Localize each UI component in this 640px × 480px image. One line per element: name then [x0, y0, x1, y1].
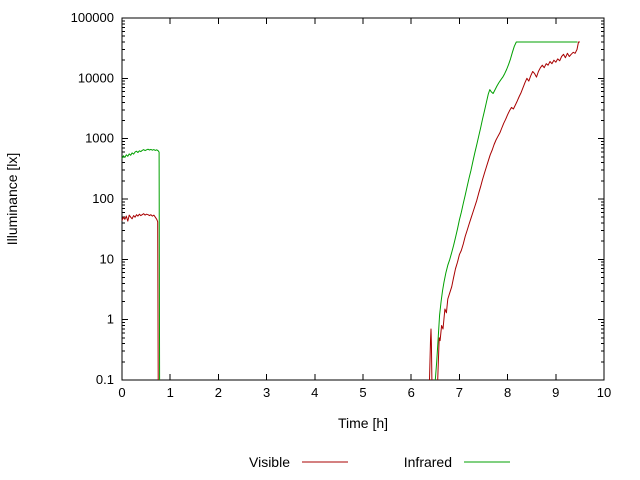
x-axis-title: Time [h] — [338, 415, 388, 431]
x-tick-label: 1 — [167, 385, 174, 400]
x-tick-label: 7 — [456, 385, 463, 400]
y-tick-label: 1000 — [85, 131, 114, 146]
x-tick-label: 9 — [552, 385, 559, 400]
y-axis-title: Illuminance [lx] — [4, 153, 20, 246]
legend: Visible Infrared — [249, 454, 510, 470]
y-tick-label: 100 — [92, 191, 114, 206]
x-tick-label: 3 — [263, 385, 270, 400]
y-tick-label: 0.1 — [96, 372, 114, 387]
series-infrared-line — [434, 41, 578, 381]
x-tick-label: 5 — [359, 385, 366, 400]
series-infrared-line — [121, 148, 161, 381]
series-visible-line — [437, 41, 580, 381]
legend-label-visible: Visible — [249, 454, 290, 470]
y-tick-label: 1 — [107, 312, 114, 327]
legend-label-infrared: Infrared — [404, 454, 452, 470]
x-tick-label: 0 — [118, 385, 125, 400]
y-tick-label: 10000 — [78, 70, 114, 85]
x-tick-label: 10 — [597, 385, 611, 400]
y-tick-label: 10 — [100, 251, 114, 266]
x-tick-label: 4 — [311, 385, 318, 400]
x-tick-label: 6 — [408, 385, 415, 400]
x-tick-label: 2 — [215, 385, 222, 400]
y-tick-label: 100000 — [71, 10, 114, 25]
series-visible-line — [121, 213, 159, 381]
series-visible-line — [429, 328, 433, 381]
plot-border — [121, 17, 605, 381]
x-tick-label: 8 — [504, 385, 511, 400]
plot-area: 0 1 2 3 4 5 6 7 8 9 10 0.1 1 10 100 1000 10000 100000 — [71, 10, 612, 400]
